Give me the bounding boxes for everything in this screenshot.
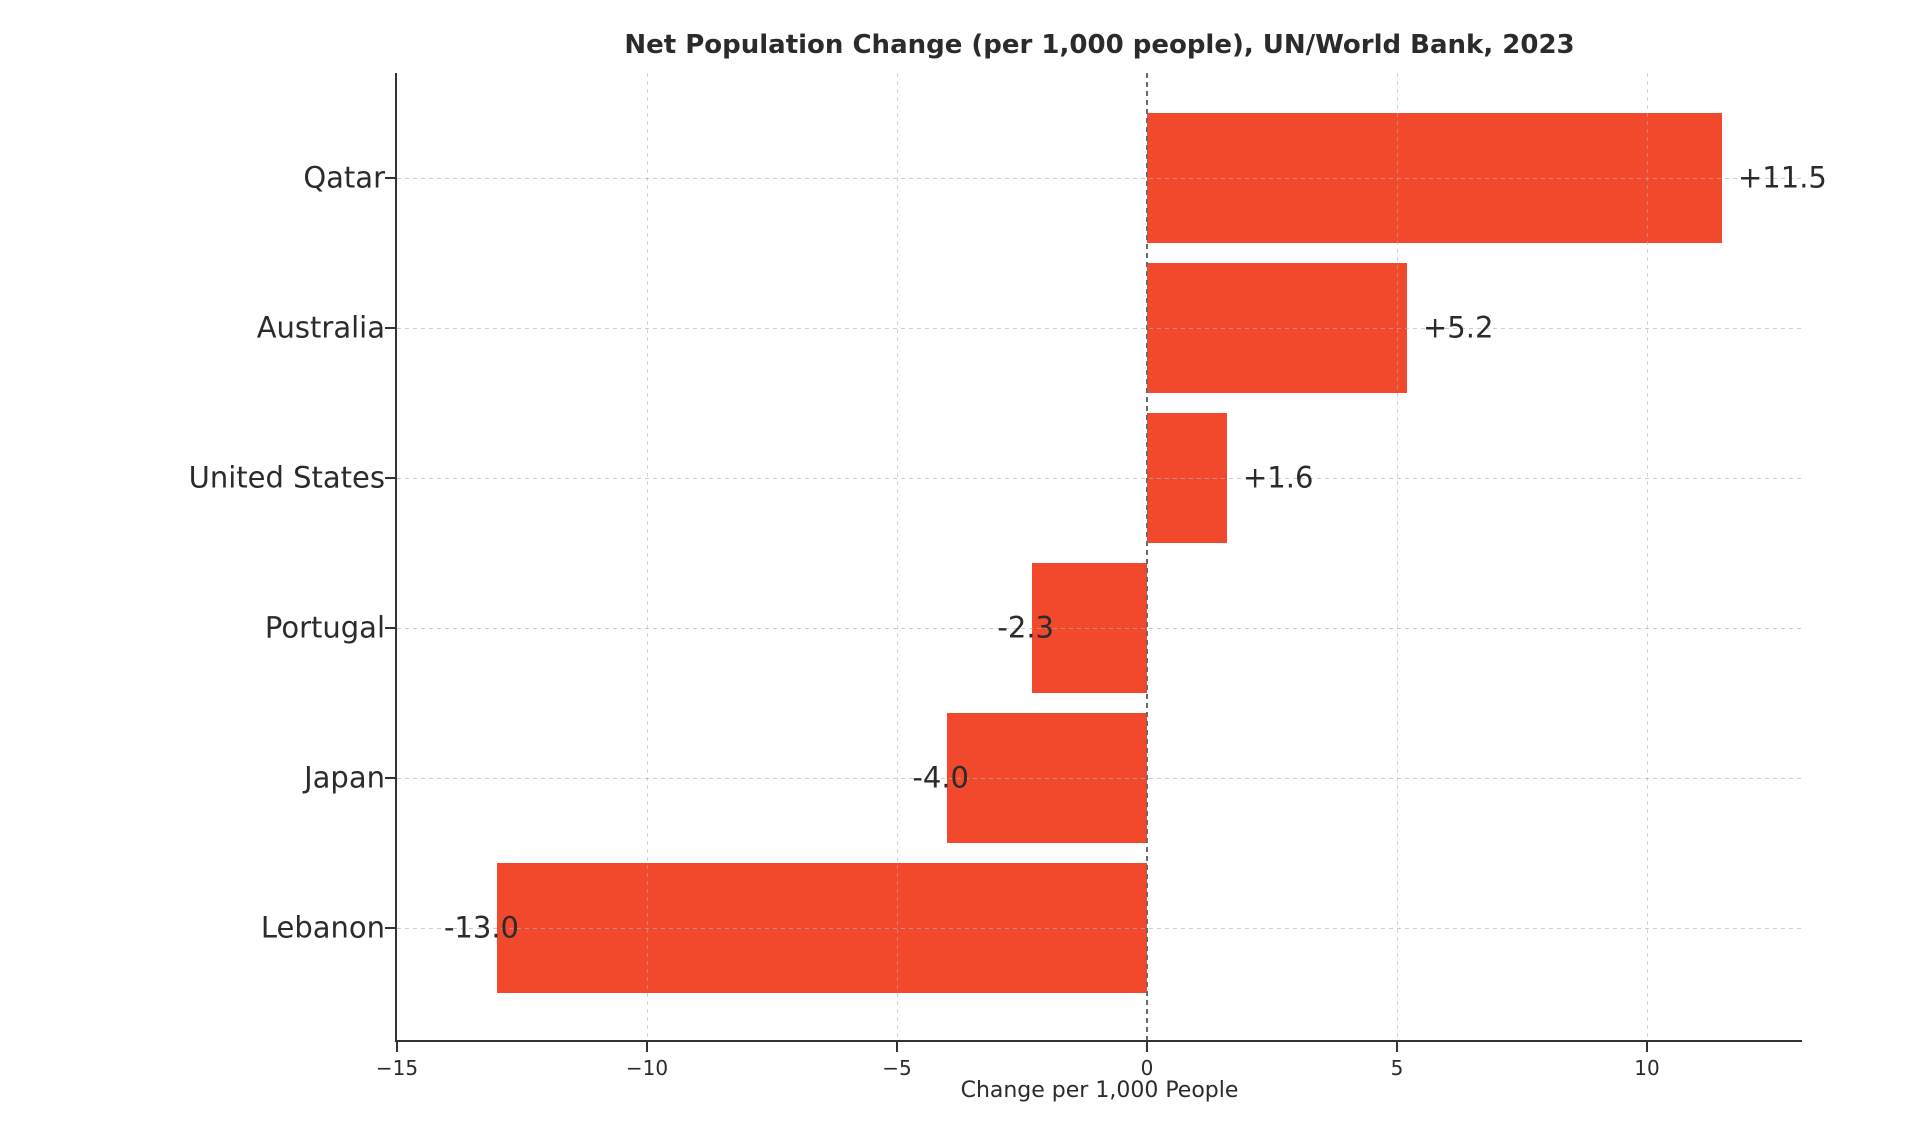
bar-value-label: -4.0	[912, 760, 969, 795]
y-tick-mark	[385, 327, 395, 329]
x-tick-label: 0	[1140, 1056, 1154, 1080]
category-label-portugal: Portugal	[264, 610, 385, 645]
x-axis-label: Change per 1,000 People	[960, 1078, 1239, 1103]
category-label-australia: Australia	[256, 310, 385, 345]
x-tick-mark	[1146, 1042, 1148, 1052]
y-tick-mark	[385, 477, 395, 479]
bar-value-label: +11.5	[1738, 160, 1827, 195]
x-tick-mark	[1646, 1042, 1648, 1052]
y-tick-mark	[385, 777, 395, 779]
gridline-horizontal	[397, 178, 1802, 179]
y-tick-mark	[385, 627, 395, 629]
bar-value-label: +1.6	[1243, 460, 1314, 495]
gridline-vertical	[1397, 73, 1398, 1040]
bar-value-label: +5.2	[1423, 310, 1494, 345]
plot-area: +11.5 +5.2 +1.6 -2.3 -4.0 -13.0	[395, 73, 1827, 1042]
x-tick-mark	[396, 1042, 398, 1052]
x-tick-mark	[896, 1042, 898, 1052]
zero-line	[1146, 73, 1148, 1040]
x-tick-label: 5	[1390, 1056, 1404, 1080]
category-label-qatar: Qatar	[303, 160, 385, 195]
bar-value-label: -13.0	[443, 910, 519, 945]
x-tick-label: −10	[625, 1056, 669, 1080]
gridline-horizontal	[397, 628, 1802, 629]
gridline-vertical	[647, 73, 648, 1040]
x-axis-spine	[395, 1040, 1802, 1042]
chart-title: Net Population Change (per 1,000 people)…	[624, 30, 1575, 60]
category-label-lebanon: Lebanon	[260, 910, 385, 945]
x-tick-label: 10	[1634, 1056, 1660, 1080]
x-tick-mark	[646, 1042, 648, 1052]
y-axis-spine	[395, 73, 397, 1042]
gridline-horizontal	[397, 328, 1802, 329]
category-label-united-states: United States	[188, 460, 385, 495]
category-label-japan: Japan	[304, 760, 385, 795]
gridline-horizontal	[397, 478, 1802, 479]
x-tick-label: −15	[375, 1056, 419, 1080]
gridline-vertical	[1647, 73, 1648, 1040]
gridline-horizontal	[397, 778, 1802, 779]
gridline-horizontal	[397, 928, 1802, 929]
bar-value-label: -2.3	[997, 610, 1054, 645]
y-tick-mark	[385, 927, 395, 929]
gridline-vertical	[897, 73, 898, 1040]
x-tick-mark	[1396, 1042, 1398, 1052]
x-tick-label: −5	[882, 1056, 912, 1080]
y-tick-mark	[385, 177, 395, 179]
